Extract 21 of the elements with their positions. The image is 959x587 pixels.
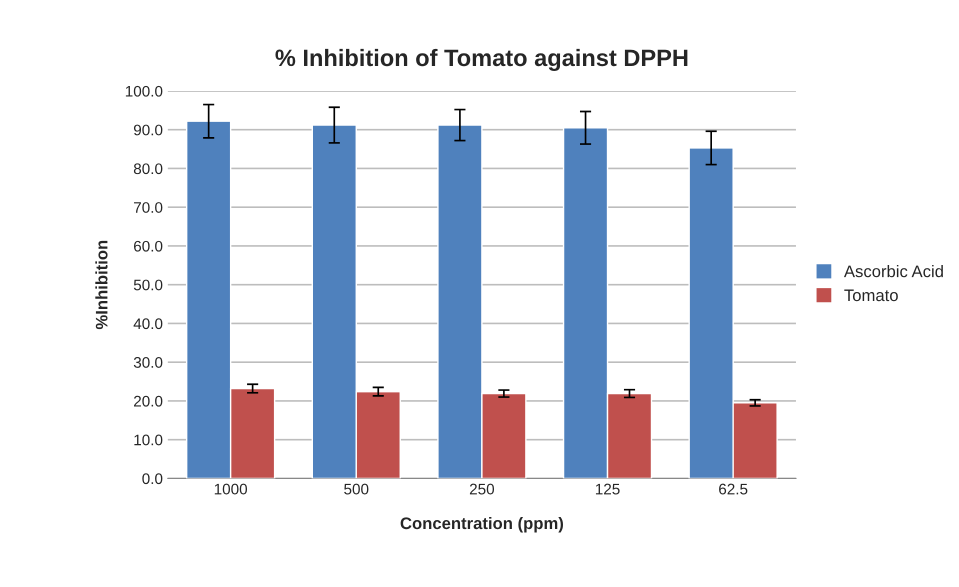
x-tick-label: 1000 bbox=[214, 484, 248, 494]
y-tick-label: 30.0 bbox=[134, 357, 162, 368]
x-tick-label: 500 bbox=[344, 484, 368, 494]
chart-title: % Inhibition of Tomato against DPPH bbox=[275, 48, 688, 71]
y-tick-label: 40.0 bbox=[134, 318, 162, 330]
x-tick-label: 125 bbox=[596, 484, 620, 494]
x-tick-label: 250 bbox=[470, 484, 494, 494]
y-tick-label: 70.0 bbox=[134, 202, 162, 213]
x-tick-label: 62.5 bbox=[719, 484, 748, 494]
y-tick-label: 10.0 bbox=[134, 434, 162, 446]
y-tick-label: 80.0 bbox=[134, 163, 162, 174]
y-tick-label: 100.0 bbox=[126, 86, 162, 97]
y-axis-title: %Inhibition bbox=[95, 240, 108, 330]
legend-label: Ascorbic Acid bbox=[844, 264, 943, 278]
y-tick-label: 0.0 bbox=[142, 473, 162, 484]
legend-label: Tomato bbox=[844, 290, 898, 302]
x-axis-title: Concentration (ppm) bbox=[400, 516, 564, 532]
y-tick-label: 60.0 bbox=[134, 240, 162, 252]
y-tick-label: 90.0 bbox=[134, 124, 162, 136]
y-tick-label: 50.0 bbox=[134, 280, 162, 290]
y-tick-label: 20.0 bbox=[134, 396, 162, 407]
